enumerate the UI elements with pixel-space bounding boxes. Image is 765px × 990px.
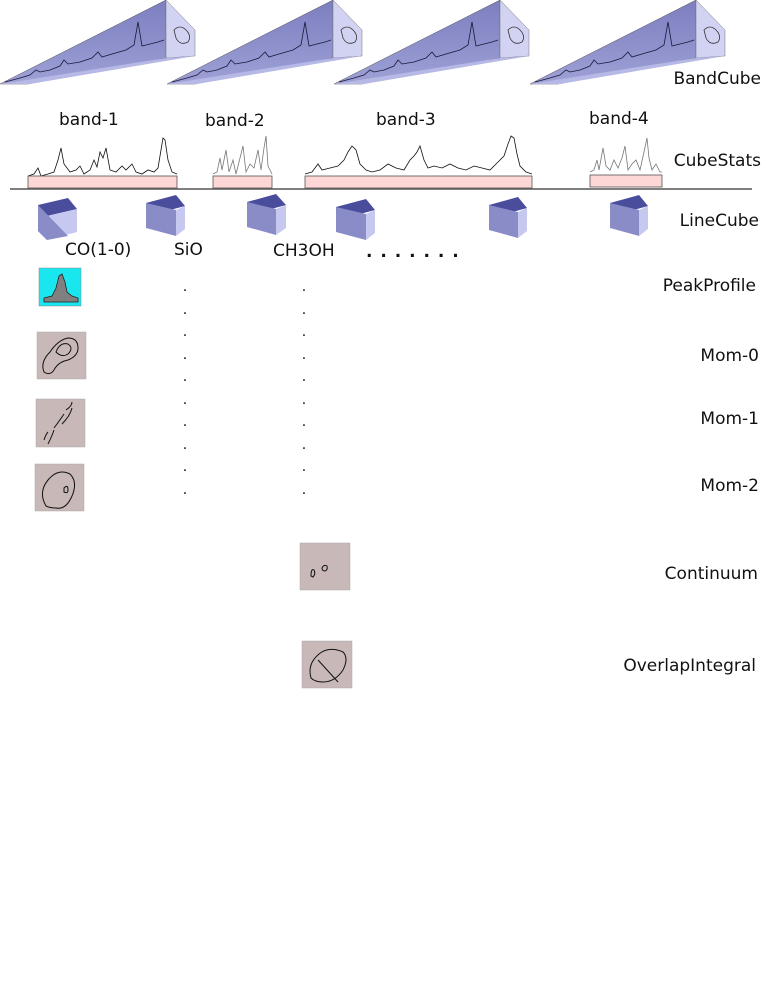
spectrum-icon bbox=[212, 135, 273, 189]
band-cube-icon bbox=[166, 0, 363, 85]
band-label: band-4 bbox=[589, 109, 649, 129]
moment-map-icon bbox=[36, 331, 87, 380]
row-label-continuum: Continuum bbox=[664, 564, 758, 584]
line-cube-icon bbox=[610, 195, 648, 236]
moment-map-icon bbox=[34, 463, 85, 512]
dots-column: .......... bbox=[301, 279, 307, 498]
spectrum-icon bbox=[27, 137, 178, 189]
spectrum-icon bbox=[304, 135, 533, 189]
line-label: CH3OH bbox=[273, 241, 335, 261]
line-label: CO(1-0) bbox=[65, 240, 132, 260]
band-label: band-3 bbox=[376, 110, 436, 130]
line-cube-icon bbox=[336, 199, 375, 240]
row-label-peakprofile: PeakProfile bbox=[662, 276, 756, 296]
row-label-mom2: Mom-2 bbox=[700, 476, 759, 496]
moment-map-icon bbox=[301, 640, 353, 689]
line-cube-icon bbox=[247, 194, 286, 235]
row-label-linecube: LineCube bbox=[679, 211, 759, 231]
line-cube-icon bbox=[38, 198, 77, 240]
dots-column: .......... bbox=[182, 279, 188, 498]
row-label-mom1: Mom-1 bbox=[700, 409, 759, 429]
band-cube-icon bbox=[0, 0, 196, 85]
more-lines-ellipsis: . . . . . . . bbox=[366, 242, 460, 262]
row-label-overlap: OverlapIntegral bbox=[623, 656, 756, 676]
moment-map-icon bbox=[299, 542, 351, 591]
spectrum-icon bbox=[589, 137, 663, 188]
row-label-mom0: Mom-0 bbox=[700, 346, 759, 366]
line-cube-icon bbox=[489, 197, 527, 238]
band-label: band-2 bbox=[205, 111, 265, 131]
moment-map-icon bbox=[35, 398, 86, 448]
line-label: SiO bbox=[174, 240, 203, 260]
row-label-bandcube: BandCube bbox=[673, 69, 761, 89]
row-label-cubestats: CubeStats bbox=[673, 151, 761, 171]
peak-profile-icon bbox=[38, 267, 82, 307]
band-cube-icon bbox=[333, 0, 530, 85]
band-label: band-1 bbox=[59, 110, 119, 130]
line-cube-icon bbox=[146, 195, 185, 236]
band-cube-icon bbox=[529, 0, 726, 85]
